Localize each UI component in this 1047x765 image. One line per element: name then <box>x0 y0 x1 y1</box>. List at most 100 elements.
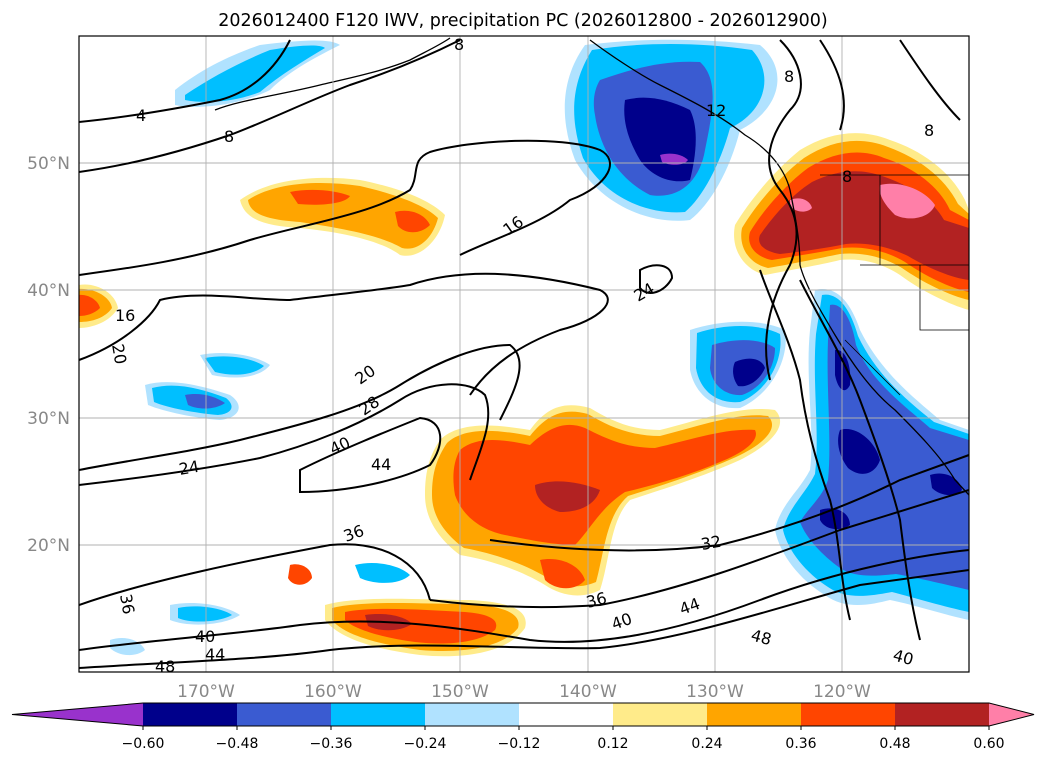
contour-label: 12 <box>706 101 726 120</box>
contour-label: 44 <box>205 645 225 664</box>
iwv-contour-16 <box>79 139 611 276</box>
colorbar-segment <box>143 703 238 726</box>
precipitation-shading <box>79 39 969 657</box>
pc-fill-pos-036 <box>453 424 756 545</box>
contour-label: 48 <box>749 626 774 650</box>
pc-fill-neg-060 <box>660 153 688 165</box>
chart-title: 2026012400 F120 IWV, precipitation PC (2… <box>218 11 827 31</box>
colorbar-extend-max <box>989 703 1034 726</box>
colorbar-tick-label: −0.48 <box>216 736 259 752</box>
contour-label: 32 <box>699 532 722 554</box>
iwv-contour-32 <box>489 454 969 552</box>
lat-tick-label: 30°N <box>27 409 70 429</box>
pc-fill-pos-036 <box>290 189 430 233</box>
pc-fill-neg-036 <box>185 393 225 409</box>
pc-region-subtropical-plume <box>425 405 781 596</box>
pc-fill-pos-small <box>288 559 585 589</box>
iwv-contour-24-loop <box>639 264 674 294</box>
colorbar-tick-label: 0.60 <box>973 736 1004 752</box>
contour-label: 8 <box>784 67 794 86</box>
lon-tick-label: 140°W <box>559 682 617 702</box>
colorbar: −0.60 −0.48 −0.36 −0.24 −0.12 0.12 0.24 0.36 0.4… <box>11 702 1035 752</box>
iwv-contour-36 <box>79 543 431 606</box>
colorbar-segment <box>237 703 332 726</box>
iwv-contour-40-loop <box>299 416 442 494</box>
pc-region-aleutian-band <box>175 40 340 107</box>
iwv-contour-36b <box>429 489 969 609</box>
colorbar-tick-label: 0.48 <box>879 736 910 752</box>
pc-fill-pos-048 <box>535 481 600 512</box>
lat-tick-label: 50°N <box>27 154 70 174</box>
coastline <box>214 37 969 496</box>
pc-region-south-band-14n <box>288 559 585 657</box>
pc-fill-neg-024 <box>152 356 264 415</box>
border-lines <box>820 174 969 396</box>
contour-label: 24 <box>177 457 200 479</box>
contour-label: 4 <box>136 106 146 125</box>
iwv-contour-labels: 4 8 8 8 8 8 12 16 16 20 20 24 24 28 32 3… <box>108 35 934 676</box>
lat-tick-label: 20°N <box>27 536 70 556</box>
iwv-contour-coastal <box>759 269 921 641</box>
contour-label: 16 <box>115 306 135 325</box>
map-panel: 4 8 8 8 8 8 12 16 16 20 20 24 24 28 32 3… <box>78 35 970 676</box>
colorbar-extend-min <box>12 703 143 726</box>
pc-fill-pos-036 <box>79 294 100 316</box>
iwv-contour-44 <box>79 569 969 669</box>
contour-label: 20 <box>108 342 130 365</box>
contour-label: 8 <box>842 167 852 186</box>
lat-tick-label: 40°N <box>27 281 70 301</box>
lon-tick-label: 130°W <box>686 682 744 702</box>
coastline-north-america <box>589 39 969 496</box>
pc-region-sw-corner <box>110 563 410 656</box>
colorbar-tick-label: −0.24 <box>404 736 447 752</box>
pc-region-gulf-of-alaska <box>564 39 778 221</box>
colorbar-segment <box>801 703 896 726</box>
map-frame <box>78 35 970 673</box>
lon-tick-label: 150°W <box>431 682 489 702</box>
iwv-contour-8 <box>79 39 461 173</box>
lat-tick-labels: 20°N 30°N 40°N 50°N <box>27 154 70 556</box>
iwv-contour-28 <box>79 383 490 486</box>
contour-label: 40 <box>891 646 916 670</box>
colorbar-tick-label: 0.12 <box>597 736 628 752</box>
lon-tick-labels: 170°W 160°W 150°W 140°W 130°W 120°W <box>177 682 871 702</box>
colorbar-tick-label: 0.24 <box>691 736 722 752</box>
iwv-contours <box>79 39 969 669</box>
iwv-contour-40 <box>79 549 969 651</box>
pc-fill-neg-048 <box>820 349 962 530</box>
contour-label: 8 <box>454 35 464 54</box>
iwv-contour-ne <box>765 39 961 381</box>
iwv-contour-4 <box>79 39 291 123</box>
colorbar-segment <box>519 703 614 726</box>
colorbar-tick-label: 0.36 <box>785 736 816 752</box>
pc-region-pacific-northwest <box>734 133 969 310</box>
pc-fill-neg-048 <box>733 358 765 387</box>
colorbar-tick-label: −0.36 <box>310 736 353 752</box>
colorbar-segment <box>613 703 708 726</box>
colorbar-tick-label: −0.60 <box>122 736 165 752</box>
contour-label: 8 <box>924 121 934 140</box>
colorbar-segment <box>331 703 426 726</box>
lon-tick-label: 170°W <box>177 682 235 702</box>
gridlines <box>79 36 969 672</box>
pc-fill-neg-024 <box>185 45 325 102</box>
colorbar-tick-label: −0.12 <box>498 736 541 752</box>
lon-tick-label: 160°W <box>304 682 362 702</box>
pc-fill-pos-060 <box>790 183 935 219</box>
coastline-alaska <box>214 37 451 111</box>
colorbar-segment <box>895 703 990 726</box>
pc-region-offshore-35n <box>690 321 786 409</box>
contour-label: 36 <box>116 592 138 615</box>
contour-label: 36 <box>584 588 609 612</box>
contour-label: 40 <box>195 627 215 646</box>
iwv-contour-24 <box>79 343 521 471</box>
colorbar-segment <box>707 703 802 726</box>
pc-fill-neg-024 <box>178 563 410 622</box>
lon-tick-label: 120°W <box>813 682 871 702</box>
contour-label: 44 <box>371 455 391 474</box>
pc-region-central-pacific-30n <box>145 353 270 420</box>
iwv-contour-20 <box>79 272 609 396</box>
contour-label: 48 <box>155 657 175 676</box>
contour-label: 8 <box>224 127 234 146</box>
